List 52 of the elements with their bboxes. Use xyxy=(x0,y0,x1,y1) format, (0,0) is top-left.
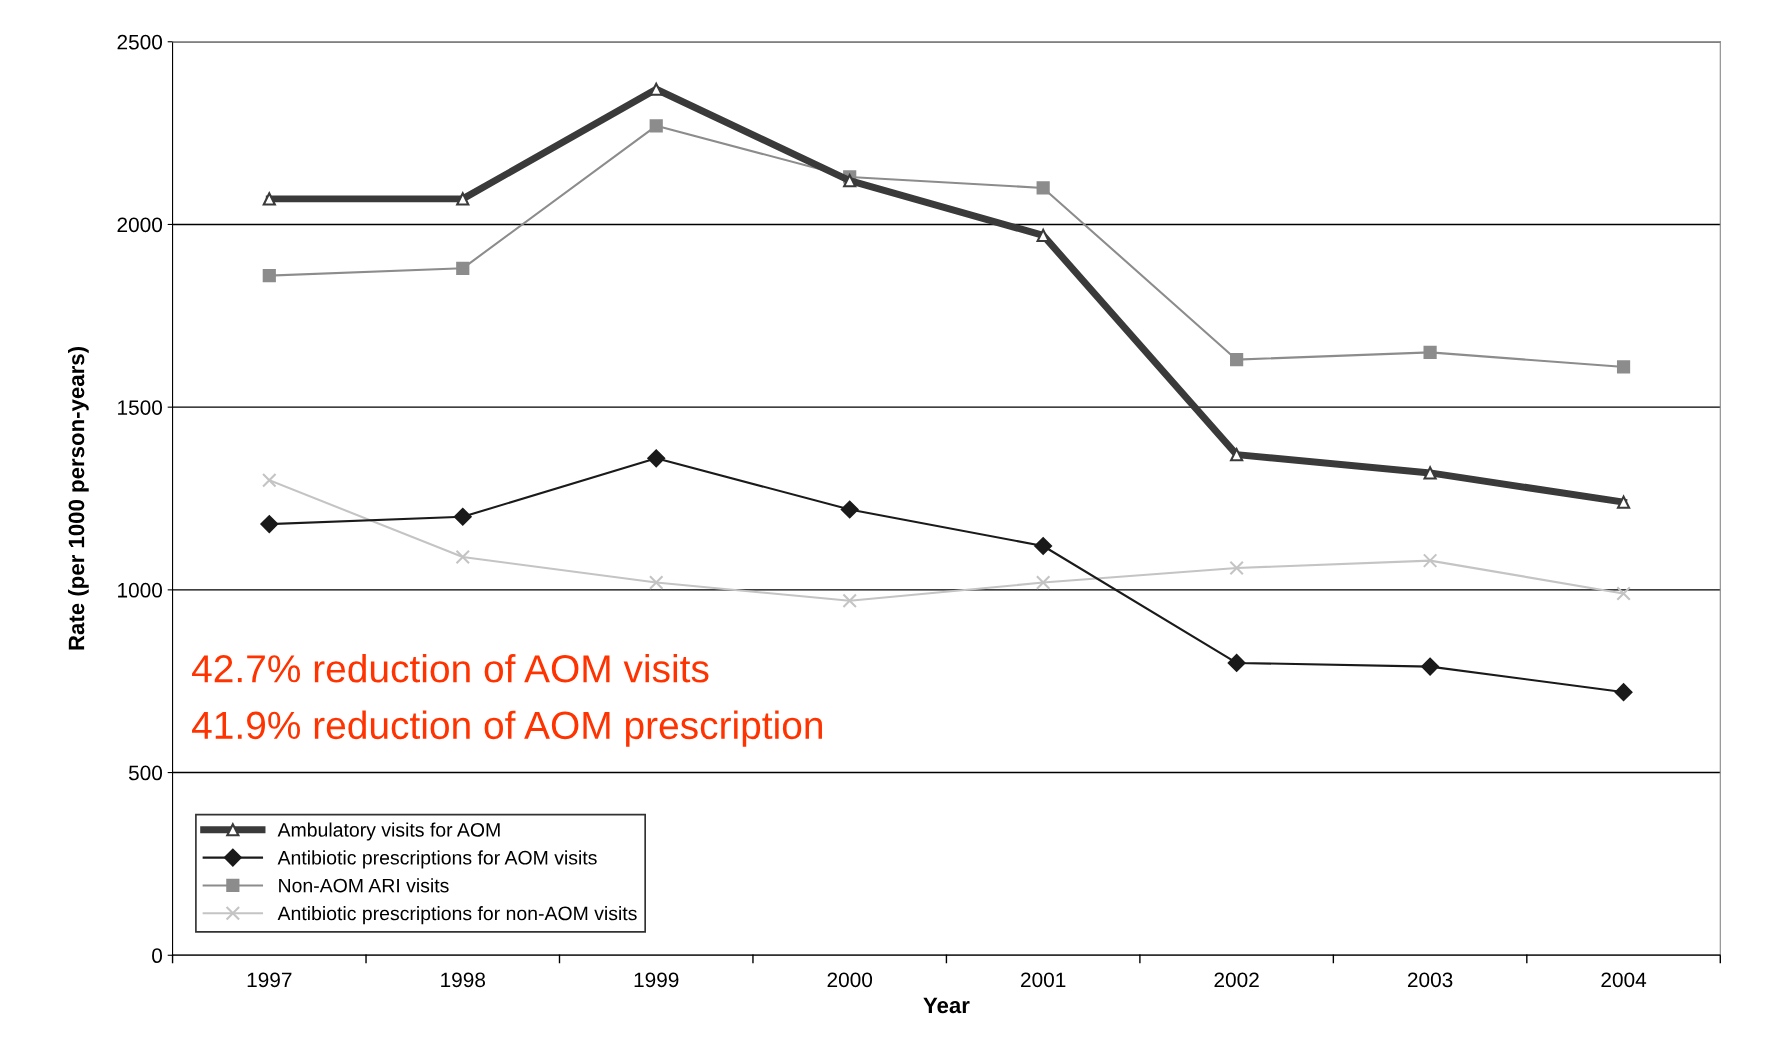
point xyxy=(1423,466,1437,480)
point xyxy=(648,575,664,590)
point xyxy=(1616,360,1631,374)
point xyxy=(1616,495,1631,509)
point xyxy=(1421,657,1439,676)
point xyxy=(1422,553,1438,568)
y-tick-label: 500 xyxy=(128,765,163,781)
x-tick-label: 2000 xyxy=(827,972,873,988)
x-tick-label: 1999 xyxy=(634,972,679,988)
point xyxy=(262,269,276,283)
y-tick-label: 1000 xyxy=(118,582,163,598)
point xyxy=(842,593,857,609)
y-tick-label: 1500 xyxy=(118,400,163,415)
y-tick-label: 2500 xyxy=(117,34,163,50)
point xyxy=(649,119,663,133)
point xyxy=(262,192,276,206)
legend-label: Antibiotic prescriptions for AOM visits xyxy=(277,850,597,869)
point xyxy=(1229,560,1244,576)
x-axis-title: Year xyxy=(923,997,970,1014)
point xyxy=(649,82,663,96)
point xyxy=(1614,683,1633,702)
annotation: 42.7% reduction of AOM visits xyxy=(192,653,709,683)
x-tick-label: 1998 xyxy=(441,972,486,988)
x-tick-label: 2004 xyxy=(1601,972,1647,988)
point xyxy=(1230,448,1244,462)
x-tick-label: 2003 xyxy=(1407,972,1453,988)
point xyxy=(455,549,471,565)
point xyxy=(456,192,470,206)
y-axis-title: Rate (per 1000 person-years) xyxy=(68,347,89,650)
point xyxy=(262,472,277,488)
point xyxy=(453,507,472,526)
point xyxy=(1230,353,1244,367)
point xyxy=(843,174,857,188)
point xyxy=(1036,181,1050,195)
point xyxy=(1035,575,1051,590)
point xyxy=(456,261,470,275)
point xyxy=(1616,586,1631,601)
point xyxy=(260,515,279,533)
x-tick-label: 1997 xyxy=(247,972,292,988)
point xyxy=(647,449,666,468)
y-tick-label: 0 xyxy=(152,948,163,964)
point xyxy=(1423,345,1437,359)
x-tick-label: 2001 xyxy=(1021,972,1066,988)
legend-label: Non-AOM ARI visits xyxy=(279,878,449,893)
point xyxy=(840,500,859,519)
y-tick-label: 2000 xyxy=(117,217,163,233)
legend-label: Antibiotic prescriptions for non-AOM visits xyxy=(277,906,637,925)
point xyxy=(1227,654,1246,672)
x-tick-label: 2002 xyxy=(1214,972,1259,988)
legend-label: Ambulatory visits for AOM xyxy=(277,822,500,841)
annotation: 41.9% reduction of AOM prescription xyxy=(192,710,822,747)
point xyxy=(1034,537,1053,555)
